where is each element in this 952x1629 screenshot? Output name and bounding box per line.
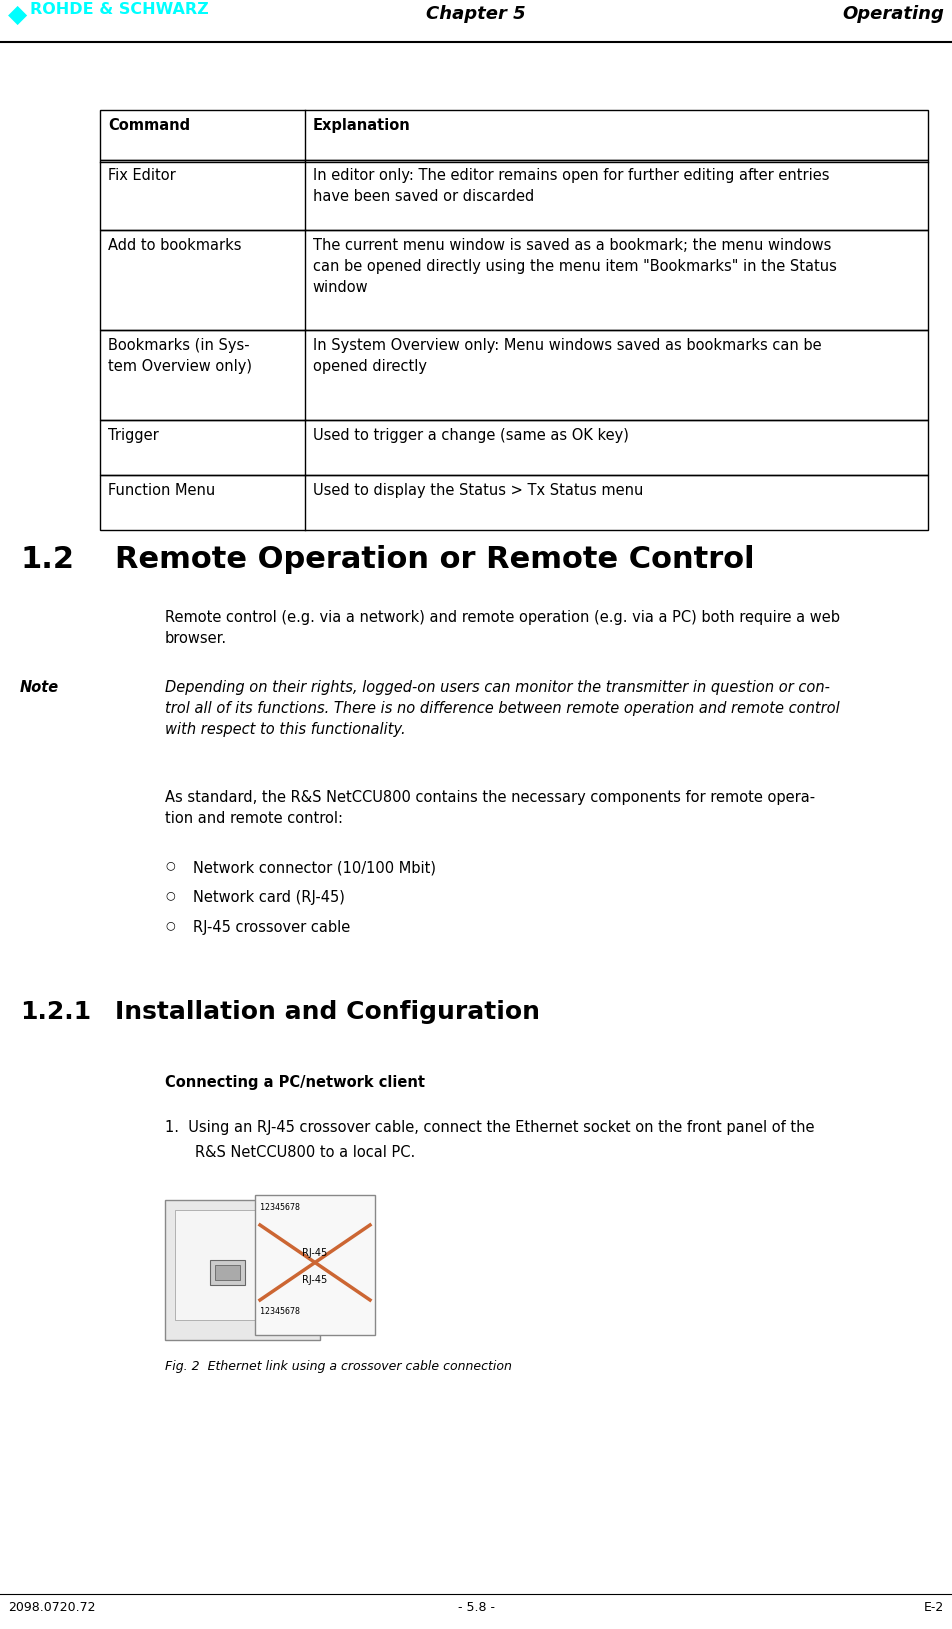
Text: ○: ○ <box>165 889 175 899</box>
Text: RJ-45 crossover cable: RJ-45 crossover cable <box>193 920 350 935</box>
Bar <box>215 1266 240 1280</box>
Text: 1.  Using an RJ-45 crossover cable, connect the Ethernet socket on the front pan: 1. Using an RJ-45 crossover cable, conne… <box>165 1121 815 1135</box>
Text: RJ-45: RJ-45 <box>303 1248 327 1258</box>
Text: In editor only: The editor remains open for further editing after entries
have b: In editor only: The editor remains open … <box>312 168 829 204</box>
Text: As standard, the R&S NetCCU800 contains the necessary components for remote oper: As standard, the R&S NetCCU800 contains … <box>165 790 815 826</box>
Text: Used to trigger a change (same as OK key): Used to trigger a change (same as OK key… <box>312 428 628 443</box>
Text: Command: Command <box>108 117 190 134</box>
Text: Network connector (10/100 Mbit): Network connector (10/100 Mbit) <box>193 860 436 875</box>
Text: RJ-45: RJ-45 <box>303 1276 327 1285</box>
Text: The current menu window is saved as a bookmark; the menu windows
can be opened d: The current menu window is saved as a bo… <box>312 238 837 295</box>
Text: Remote Operation or Remote Control: Remote Operation or Remote Control <box>115 546 755 573</box>
Bar <box>100 160 928 230</box>
Text: R&S NetCCU800 to a local PC.: R&S NetCCU800 to a local PC. <box>195 1145 415 1160</box>
Text: Explanation: Explanation <box>312 117 410 134</box>
Text: E-2: E-2 <box>923 1601 944 1614</box>
Text: Depending on their rights, logged-on users can monitor the transmitter in questi: Depending on their rights, logged-on use… <box>165 679 840 736</box>
Bar <box>255 1196 375 1336</box>
Bar <box>100 420 928 476</box>
Text: - 5.8 -: - 5.8 - <box>458 1601 494 1614</box>
Text: Network card (RJ-45): Network card (RJ-45) <box>193 889 345 906</box>
Text: Remote control (e.g. via a network) and remote operation (e.g. via a PC) both re: Remote control (e.g. via a network) and … <box>165 609 840 647</box>
Text: 1.2.1: 1.2.1 <box>20 1000 91 1025</box>
Bar <box>175 1210 310 1319</box>
Text: Used to display the Status > Tx Status menu: Used to display the Status > Tx Status m… <box>312 484 643 498</box>
Bar <box>100 111 928 160</box>
Text: ○: ○ <box>165 920 175 930</box>
Text: ◆: ◆ <box>8 3 28 28</box>
Text: Add to bookmarks: Add to bookmarks <box>108 238 242 252</box>
Text: Chapter 5: Chapter 5 <box>426 5 526 23</box>
Bar <box>100 476 928 529</box>
Text: ROHDE & SCHWARZ: ROHDE & SCHWARZ <box>30 2 208 16</box>
Bar <box>100 331 928 420</box>
Bar <box>210 1259 245 1285</box>
Text: 12345678: 12345678 <box>260 1202 300 1212</box>
Bar <box>165 1201 320 1341</box>
Text: In System Overview only: Menu windows saved as bookmarks can be
opened directly: In System Overview only: Menu windows sa… <box>312 337 822 375</box>
Text: Bookmarks (in Sys-
tem Overview only): Bookmarks (in Sys- tem Overview only) <box>108 337 252 375</box>
Text: Function Menu: Function Menu <box>108 484 215 498</box>
Text: Fix Editor: Fix Editor <box>108 168 176 182</box>
Text: ○: ○ <box>165 860 175 870</box>
Text: Note: Note <box>20 679 59 696</box>
Bar <box>100 230 928 331</box>
Text: 2098.0720.72: 2098.0720.72 <box>8 1601 95 1614</box>
Text: 1.2: 1.2 <box>20 546 74 573</box>
Text: Trigger: Trigger <box>108 428 159 443</box>
Text: Fig. 2  Ethernet link using a crossover cable connection: Fig. 2 Ethernet link using a crossover c… <box>165 1360 512 1373</box>
Text: Connecting a PC/network client: Connecting a PC/network client <box>165 1075 425 1090</box>
Text: Operating: Operating <box>843 5 944 23</box>
Text: 12345678: 12345678 <box>260 1306 300 1316</box>
Text: Installation and Configuration: Installation and Configuration <box>115 1000 540 1025</box>
